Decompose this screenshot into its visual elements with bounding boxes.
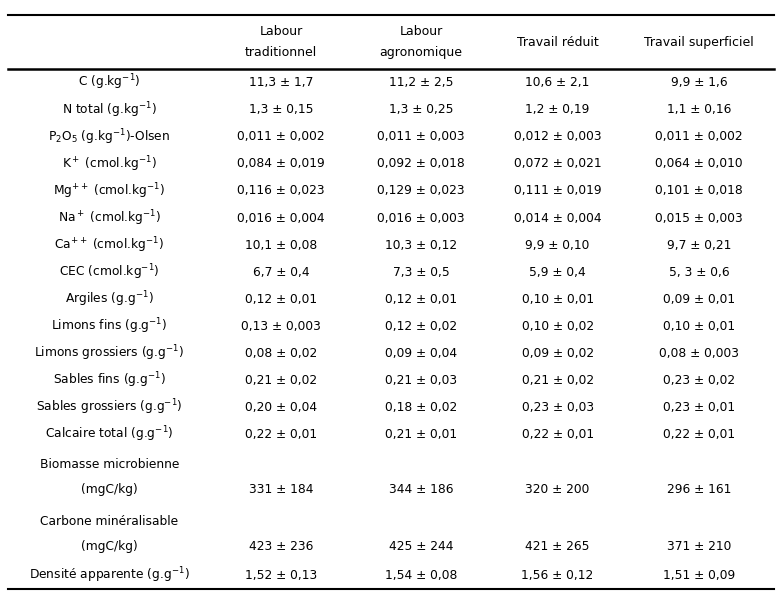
Text: 0,011 ± 0,003: 0,011 ± 0,003	[377, 130, 465, 144]
Text: 0,09 ± 0,04: 0,09 ± 0,04	[385, 347, 457, 360]
Text: Carbone minéralisable: Carbone minéralisable	[40, 514, 178, 527]
Text: Sables fins (g.g$^{-1}$): Sables fins (g.g$^{-1}$)	[53, 371, 166, 390]
Text: 0,22 ± 0,01: 0,22 ± 0,01	[521, 428, 594, 441]
Text: 1,52 ± 0,13: 1,52 ± 0,13	[245, 569, 317, 582]
Text: Limons grossiers (g.g$^{-1}$): Limons grossiers (g.g$^{-1}$)	[34, 344, 184, 363]
Text: 0,116 ± 0,023: 0,116 ± 0,023	[237, 184, 324, 197]
Text: Na$^+$ (cmol.kg$^{-1}$): Na$^+$ (cmol.kg$^{-1}$)	[58, 208, 161, 228]
Text: 0,10 ± 0,01: 0,10 ± 0,01	[521, 293, 594, 306]
Text: 423 ± 236: 423 ± 236	[249, 539, 314, 553]
Text: 0,10 ± 0,02: 0,10 ± 0,02	[521, 320, 594, 333]
Text: 5,9 ± 0,4: 5,9 ± 0,4	[529, 266, 586, 279]
Text: 0,22 ± 0,01: 0,22 ± 0,01	[245, 428, 317, 441]
Text: 344 ± 186: 344 ± 186	[389, 483, 454, 496]
Text: 0,12 ± 0,01: 0,12 ± 0,01	[385, 293, 457, 306]
Text: 1,54 ± 0,08: 1,54 ± 0,08	[385, 569, 457, 582]
Text: 11,3 ± 1,7: 11,3 ± 1,7	[249, 76, 314, 89]
Text: Mg$^{++}$ (cmol.kg$^{-1}$): Mg$^{++}$ (cmol.kg$^{-1}$)	[53, 181, 166, 201]
Text: 0,111 ± 0,019: 0,111 ± 0,019	[513, 184, 601, 197]
Text: 0,012 ± 0,003: 0,012 ± 0,003	[513, 130, 601, 144]
Text: 5, 3 ± 0,6: 5, 3 ± 0,6	[669, 266, 729, 279]
Text: 0,22 ± 0,01: 0,22 ± 0,01	[663, 428, 735, 441]
Text: Travail superficiel: Travail superficiel	[644, 35, 754, 48]
Text: Limons fins (g.g$^{-1}$): Limons fins (g.g$^{-1}$)	[51, 316, 167, 336]
Text: 10,3 ± 0,12: 10,3 ± 0,12	[385, 239, 457, 252]
Text: 0,016 ± 0,003: 0,016 ± 0,003	[377, 212, 465, 224]
Text: 10,1 ± 0,08: 10,1 ± 0,08	[245, 239, 317, 252]
Text: Travail réduit: Travail réduit	[517, 35, 598, 48]
Text: 1,1 ± 0,16: 1,1 ± 0,16	[667, 103, 731, 116]
Text: 0,015 ± 0,003: 0,015 ± 0,003	[655, 212, 743, 224]
Text: 11,2 ± 2,5: 11,2 ± 2,5	[389, 76, 454, 89]
Text: 0,12 ± 0,02: 0,12 ± 0,02	[385, 320, 457, 333]
Text: 10,6 ± 2,1: 10,6 ± 2,1	[525, 76, 590, 89]
Text: 1,56 ± 0,12: 1,56 ± 0,12	[521, 569, 594, 582]
Text: 331 ± 184: 331 ± 184	[249, 483, 314, 496]
Text: (mgC/kg): (mgC/kg)	[81, 539, 138, 553]
Text: Labour: Labour	[259, 25, 303, 38]
Text: 0,092 ± 0,018: 0,092 ± 0,018	[377, 157, 465, 170]
Text: 0,21 ± 0,01: 0,21 ± 0,01	[385, 428, 457, 441]
Text: 0,08 ± 0,003: 0,08 ± 0,003	[659, 347, 739, 360]
Text: Labour: Labour	[400, 25, 443, 38]
Text: 1,3 ± 0,15: 1,3 ± 0,15	[249, 103, 314, 116]
Text: 0,011 ± 0,002: 0,011 ± 0,002	[655, 130, 743, 144]
Text: 0,084 ± 0,019: 0,084 ± 0,019	[237, 157, 325, 170]
Text: 9,7 ± 0,21: 9,7 ± 0,21	[667, 239, 731, 252]
Text: 371 ± 210: 371 ± 210	[667, 539, 731, 553]
Text: Biomasse microbienne: Biomasse microbienne	[40, 457, 179, 471]
Text: 0,21 ± 0,02: 0,21 ± 0,02	[521, 374, 594, 387]
Text: 0,129 ± 0,023: 0,129 ± 0,023	[377, 184, 465, 197]
Text: (mgC/kg): (mgC/kg)	[81, 483, 138, 496]
Text: 0,21 ± 0,03: 0,21 ± 0,03	[385, 374, 457, 387]
Text: 1,3 ± 0,25: 1,3 ± 0,25	[389, 103, 454, 116]
Text: 320 ± 200: 320 ± 200	[525, 483, 590, 496]
Text: 0,18 ± 0,02: 0,18 ± 0,02	[385, 401, 457, 414]
Text: 0,23 ± 0,01: 0,23 ± 0,01	[663, 401, 735, 414]
Text: Argiles (g.g$^{-1}$): Argiles (g.g$^{-1}$)	[65, 289, 154, 309]
Text: 0,12 ± 0,01: 0,12 ± 0,01	[245, 293, 317, 306]
Text: 9,9 ± 1,6: 9,9 ± 1,6	[671, 76, 727, 89]
Text: N total (g.kg$^{-1}$): N total (g.kg$^{-1}$)	[61, 100, 157, 120]
Text: 9,9 ± 0,10: 9,9 ± 0,10	[525, 239, 590, 252]
Text: 0,13 ± 0,003: 0,13 ± 0,003	[241, 320, 321, 333]
Text: 1,51 ± 0,09: 1,51 ± 0,09	[663, 569, 735, 582]
Text: 6,7 ± 0,4: 6,7 ± 0,4	[253, 266, 310, 279]
Text: 421 ± 265: 421 ± 265	[525, 539, 590, 553]
Text: 0,101 ± 0,018: 0,101 ± 0,018	[655, 184, 743, 197]
Text: 0,072 ± 0,021: 0,072 ± 0,021	[513, 157, 601, 170]
Text: traditionnel: traditionnel	[245, 47, 317, 59]
Text: 0,10 ± 0,01: 0,10 ± 0,01	[663, 320, 735, 333]
Text: 0,064 ± 0,010: 0,064 ± 0,010	[655, 157, 743, 170]
Text: 0,09 ± 0,02: 0,09 ± 0,02	[521, 347, 594, 360]
Text: 425 ± 244: 425 ± 244	[389, 539, 454, 553]
Text: Calcaire total (g.g$^{-1}$): Calcaire total (g.g$^{-1}$)	[45, 425, 173, 444]
Text: 296 ± 161: 296 ± 161	[667, 483, 731, 496]
Text: agronomique: agronomique	[380, 47, 463, 59]
Text: 0,08 ± 0,02: 0,08 ± 0,02	[245, 347, 317, 360]
Text: Densité apparente (g.g$^{-1}$): Densité apparente (g.g$^{-1}$)	[29, 566, 190, 585]
Text: P$_2$O$_5$ (g.kg$^{-1}$)-Olsen: P$_2$O$_5$ (g.kg$^{-1}$)-Olsen	[48, 127, 170, 147]
Text: Ca$^{++}$ (cmol.kg$^{-1}$): Ca$^{++}$ (cmol.kg$^{-1}$)	[54, 236, 164, 255]
Text: CEC (cmol.kg$^{-1}$): CEC (cmol.kg$^{-1}$)	[59, 263, 159, 282]
Text: 0,014 ± 0,004: 0,014 ± 0,004	[513, 212, 601, 224]
Text: 0,21 ± 0,02: 0,21 ± 0,02	[245, 374, 317, 387]
Text: C (g.kg$^{-1}$): C (g.kg$^{-1}$)	[78, 73, 141, 93]
Text: 1,2 ± 0,19: 1,2 ± 0,19	[525, 103, 590, 116]
Text: 7,3 ± 0,5: 7,3 ± 0,5	[393, 266, 450, 279]
Text: 0,20 ± 0,04: 0,20 ± 0,04	[245, 401, 317, 414]
Text: Sables grossiers (g.g$^{-1}$): Sables grossiers (g.g$^{-1}$)	[36, 398, 183, 417]
Text: 0,23 ± 0,03: 0,23 ± 0,03	[521, 401, 594, 414]
Text: 0,016 ± 0,004: 0,016 ± 0,004	[237, 212, 324, 224]
Text: 0,23 ± 0,02: 0,23 ± 0,02	[663, 374, 735, 387]
Text: 0,09 ± 0,01: 0,09 ± 0,01	[663, 293, 735, 306]
Text: 0,011 ± 0,002: 0,011 ± 0,002	[237, 130, 324, 144]
Text: K$^+$ (cmol.kg$^{-1}$): K$^+$ (cmol.kg$^{-1}$)	[62, 154, 156, 173]
